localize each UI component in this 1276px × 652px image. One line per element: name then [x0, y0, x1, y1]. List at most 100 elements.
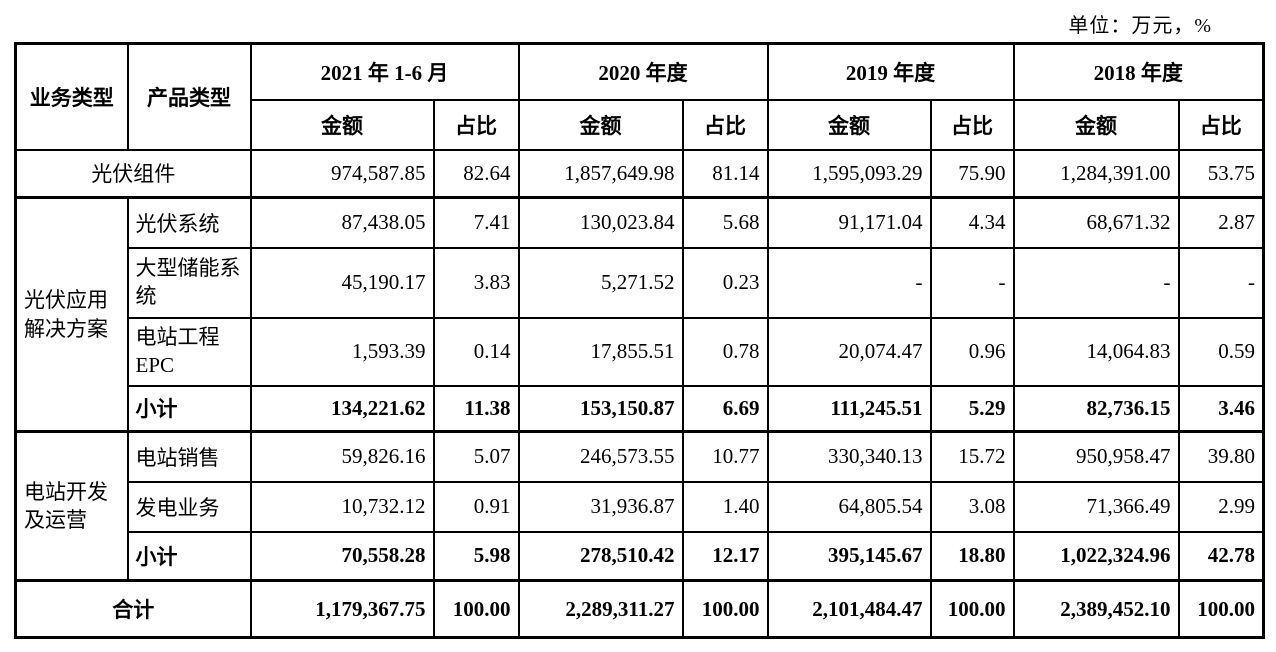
amount-cell: 20,074.47 — [766, 316, 932, 387]
ratio-cell: - — [929, 246, 1015, 319]
amount-cell: 59,826.16 — [249, 430, 435, 483]
amount-cell: 246,573.55 — [517, 430, 684, 483]
row-label: 光伏组件 — [14, 148, 252, 199]
header-period-2018: 2018 年度 — [1012, 42, 1265, 101]
amount-cell: 91,171.04 — [766, 196, 932, 249]
row-subtotal-plant-development: 小计 70,558.28 5.98 278,510.42 12.17 395,1… — [16, 530, 1265, 582]
ratio-cell: 53.75 — [1177, 148, 1265, 199]
group-label-pv-application: 光伏应用解决方案 — [14, 196, 129, 433]
ratio-cell: 15.72 — [929, 430, 1015, 483]
ratio-cell: 42.78 — [1177, 530, 1265, 582]
header-business-type: 业务类型 — [14, 42, 129, 151]
ratio-cell: 7.41 — [432, 196, 520, 249]
amount-cell: 111,245.51 — [766, 384, 932, 433]
amount-cell: 130,023.84 — [517, 196, 684, 249]
amount-cell: 974,587.85 — [249, 148, 435, 199]
amount-cell: 395,145.67 — [766, 530, 932, 582]
row-power-generation: 发电业务 10,732.12 0.91 31,936.87 1.40 64,80… — [16, 480, 1265, 533]
row-pv-system: 光伏应用解决方案 光伏系统 87,438.05 7.41 130,023.84 … — [14, 196, 1265, 433]
ratio-cell: 100.00 — [432, 579, 520, 639]
ratio-cell: 0.78 — [681, 316, 769, 387]
row-energy-storage: 大型储能系统 45,190.17 3.83 5,271.52 0.23 - - … — [16, 246, 1265, 319]
ratio-cell: 75.90 — [929, 148, 1015, 199]
row-subtotal-pv-application: 小计 134,221.62 11.38 153,150.87 6.69 111,… — [16, 384, 1265, 433]
amount-cell: 71,366.49 — [1012, 480, 1180, 533]
revenue-breakdown-table: 业务类型 产品类型 2021 年 1-6 月 2020 年度 2019 年度 2… — [14, 42, 1265, 639]
unit-note: 单位：万元，% — [1068, 15, 1212, 37]
row-total: 合计 1,179,367.75 100.00 2,289,311.27 100.… — [14, 579, 1265, 639]
header-ratio-2019: 占比 — [929, 98, 1015, 151]
ratio-cell: 11.38 — [432, 384, 520, 433]
header-period-2021: 2021 年 1-6 月 — [249, 42, 520, 101]
amount-cell: 45,190.17 — [249, 246, 435, 319]
row-pv-modules: 光伏组件 974,587.85 82.64 1,857,649.98 81.14… — [14, 148, 1265, 199]
total-label: 合计 — [14, 579, 252, 639]
subtotal-label: 小计 — [126, 530, 252, 582]
ratio-cell: 12.17 — [681, 530, 769, 582]
row-epc: 电站工程EPC 1,593.39 0.14 17,855.51 0.78 20,… — [16, 316, 1265, 387]
amount-cell: 950,958.47 — [1012, 430, 1180, 483]
header-period-2020: 2020 年度 — [517, 42, 769, 101]
amount-cell: 14,064.83 — [1012, 316, 1180, 387]
ratio-cell: 10.77 — [681, 430, 769, 483]
amount-cell: 10,732.12 — [249, 480, 435, 533]
amount-cell: 17,855.51 — [517, 316, 684, 387]
amount-cell: 64,805.54 — [766, 480, 932, 533]
ratio-cell: 0.59 — [1177, 316, 1265, 387]
ratio-cell: 100.00 — [929, 579, 1015, 639]
ratio-cell: 0.14 — [432, 316, 520, 387]
header-row-measures: 金额 占比 金额 占比 金额 占比 金额 占比 — [16, 98, 1265, 151]
amount-cell: 82,736.15 — [1012, 384, 1180, 433]
ratio-cell: 82.64 — [432, 148, 520, 199]
header-amount-2021: 金额 — [249, 98, 435, 151]
amount-cell: 87,438.05 — [249, 196, 435, 249]
header-amount-2019: 金额 — [766, 98, 932, 151]
amount-cell: 2,101,484.47 — [766, 579, 932, 639]
ratio-cell: 5.68 — [681, 196, 769, 249]
row-label: 光伏系统 — [126, 196, 252, 249]
subtotal-label: 小计 — [126, 384, 252, 433]
amount-cell: 278,510.42 — [517, 530, 684, 582]
ratio-cell: 81.14 — [681, 148, 769, 199]
amount-cell: 2,289,311.27 — [517, 579, 684, 639]
ratio-cell: 2.99 — [1177, 480, 1265, 533]
amount-cell: 1,857,649.98 — [517, 148, 684, 199]
row-label: 电站销售 — [126, 430, 252, 483]
header-ratio-2021: 占比 — [432, 98, 520, 151]
group-label-plant-development: 电站开发及运营 — [14, 430, 129, 582]
amount-cell: 134,221.62 — [249, 384, 435, 433]
ratio-cell: 5.98 — [432, 530, 520, 582]
amount-cell: 330,340.13 — [766, 430, 932, 483]
ratio-cell: 3.08 — [929, 480, 1015, 533]
header-amount-2020: 金额 — [517, 98, 684, 151]
header-ratio-2018: 占比 — [1177, 98, 1265, 151]
amount-cell: - — [1012, 246, 1180, 319]
amount-cell: 1,179,367.75 — [249, 579, 435, 639]
amount-cell: 1,022,324.96 — [1012, 530, 1180, 582]
row-label: 发电业务 — [126, 480, 252, 533]
ratio-cell: 3.83 — [432, 246, 520, 319]
ratio-cell: 100.00 — [1177, 579, 1265, 639]
amount-cell: 70,558.28 — [249, 530, 435, 582]
amount-cell: 153,150.87 — [517, 384, 684, 433]
ratio-cell: 0.23 — [681, 246, 769, 319]
amount-cell: 5,271.52 — [517, 246, 684, 319]
ratio-cell: 18.80 — [929, 530, 1015, 582]
ratio-cell: 6.69 — [681, 384, 769, 433]
header-period-2019: 2019 年度 — [766, 42, 1015, 101]
ratio-cell: - — [1177, 246, 1265, 319]
ratio-cell: 39.80 — [1177, 430, 1265, 483]
ratio-cell: 4.34 — [929, 196, 1015, 249]
header-product-type: 产品类型 — [126, 42, 252, 151]
amount-cell: 1,593.39 — [249, 316, 435, 387]
amount-cell: 1,595,093.29 — [766, 148, 932, 199]
row-plant-sales: 电站开发及运营 电站销售 59,826.16 5.07 246,573.55 1… — [14, 430, 1265, 582]
ratio-cell: 0.96 — [929, 316, 1015, 387]
row-label: 电站工程EPC — [126, 316, 252, 387]
ratio-cell: 1.40 — [681, 480, 769, 533]
header-amount-2018: 金额 — [1012, 98, 1180, 151]
ratio-cell: 5.07 — [432, 430, 520, 483]
header-row-periods: 业务类型 产品类型 2021 年 1-6 月 2020 年度 2019 年度 2… — [14, 42, 1265, 151]
amount-cell: - — [766, 246, 932, 319]
amount-cell: 1,284,391.00 — [1012, 148, 1180, 199]
